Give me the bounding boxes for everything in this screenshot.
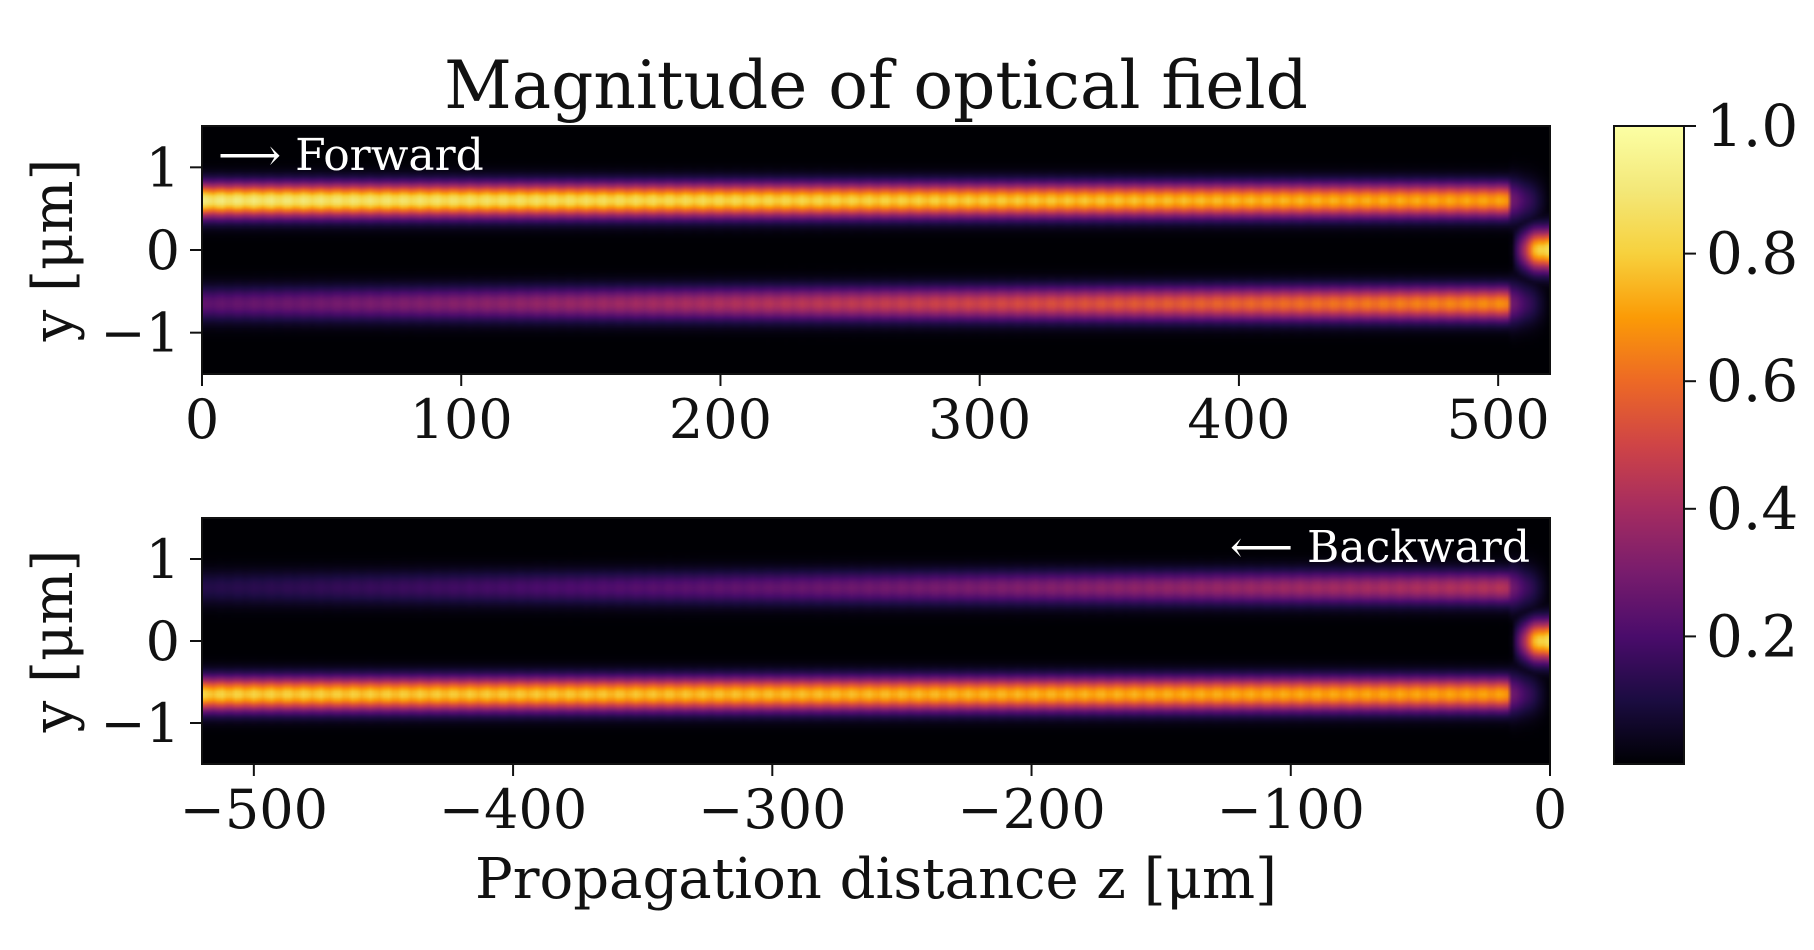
xlabel: Propagation distance z [μm] (475, 847, 1277, 912)
x-tick-label: −500 (180, 778, 328, 841)
heatmap-forward (202, 126, 1550, 374)
heatmap-backward (202, 518, 1550, 764)
x-tick-label: 200 (669, 388, 772, 451)
colorbar: 0.2 0.4 0.6 0.8 1.0 (1613, 92, 1798, 765)
x-tick-label: −300 (698, 778, 846, 841)
x-tick-label: 0 (185, 388, 219, 451)
colorbar-tick-label: 0.6 (1706, 347, 1798, 415)
ylabel-forward: y [μm] (21, 159, 86, 343)
x-tick-label: −100 (1217, 778, 1365, 841)
y-tick-label: 0 (146, 219, 180, 282)
colorbar-tick-label: 1.0 (1706, 92, 1798, 160)
chart-title: Magnitude of optical field (444, 47, 1308, 124)
heatmap-image (202, 126, 1550, 374)
x-tick-label: −200 (957, 778, 1105, 841)
heatmap-image (202, 518, 1550, 764)
y-tick-label: 1 (146, 136, 180, 199)
panel-backward: −500 −400 −300 −200 −100 0 1 0 −1 ⟵ Backward y [… (21, 517, 1567, 912)
forward-annotation: ⟶ Forward (218, 130, 484, 181)
x-tick-label: 400 (1187, 388, 1290, 451)
y-tick-label: 1 (146, 528, 180, 591)
colorbar-tick-label: 0.2 (1706, 602, 1798, 670)
x-tick-label: −400 (439, 778, 587, 841)
colorbar-tick-label: 0.8 (1706, 220, 1798, 288)
x-tick-label: 500 (1447, 388, 1550, 451)
axis-ticks-backward: −500 −400 −300 −200 −100 0 1 0 −1 (100, 528, 1567, 841)
x-tick-label: 300 (928, 388, 1031, 451)
y-tick-label: 0 (146, 610, 180, 673)
y-tick-label: −1 (100, 692, 180, 755)
colorbar-gradient (1613, 125, 1685, 765)
x-tick-label: 100 (410, 388, 513, 451)
colorbar-ticks: 0.2 0.4 0.6 0.8 1.0 (1684, 92, 1798, 670)
colorbar-tick-label: 0.4 (1706, 475, 1798, 543)
ylabel-backward: y [μm] (21, 550, 86, 734)
y-tick-label: −1 (100, 302, 180, 365)
x-tick-label: 0 (1533, 778, 1567, 841)
backward-annotation: ⟵ Backward (1230, 522, 1530, 573)
